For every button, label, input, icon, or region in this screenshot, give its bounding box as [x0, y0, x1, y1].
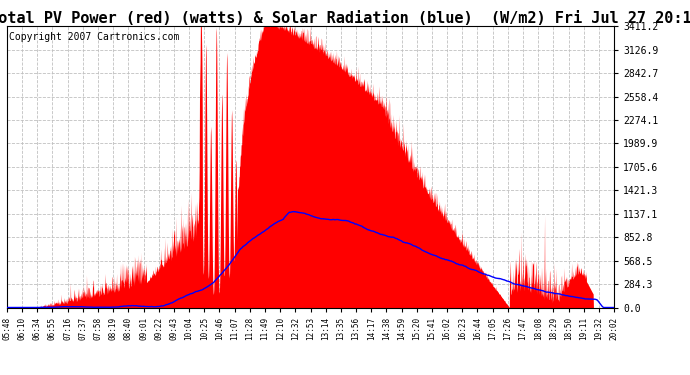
- Text: Total PV Power (red) (watts) & Solar Radiation (blue)  (W/m2) Fri Jul 27 20:14: Total PV Power (red) (watts) & Solar Rad…: [0, 11, 690, 26]
- Text: Copyright 2007 Cartronics.com: Copyright 2007 Cartronics.com: [9, 32, 179, 42]
